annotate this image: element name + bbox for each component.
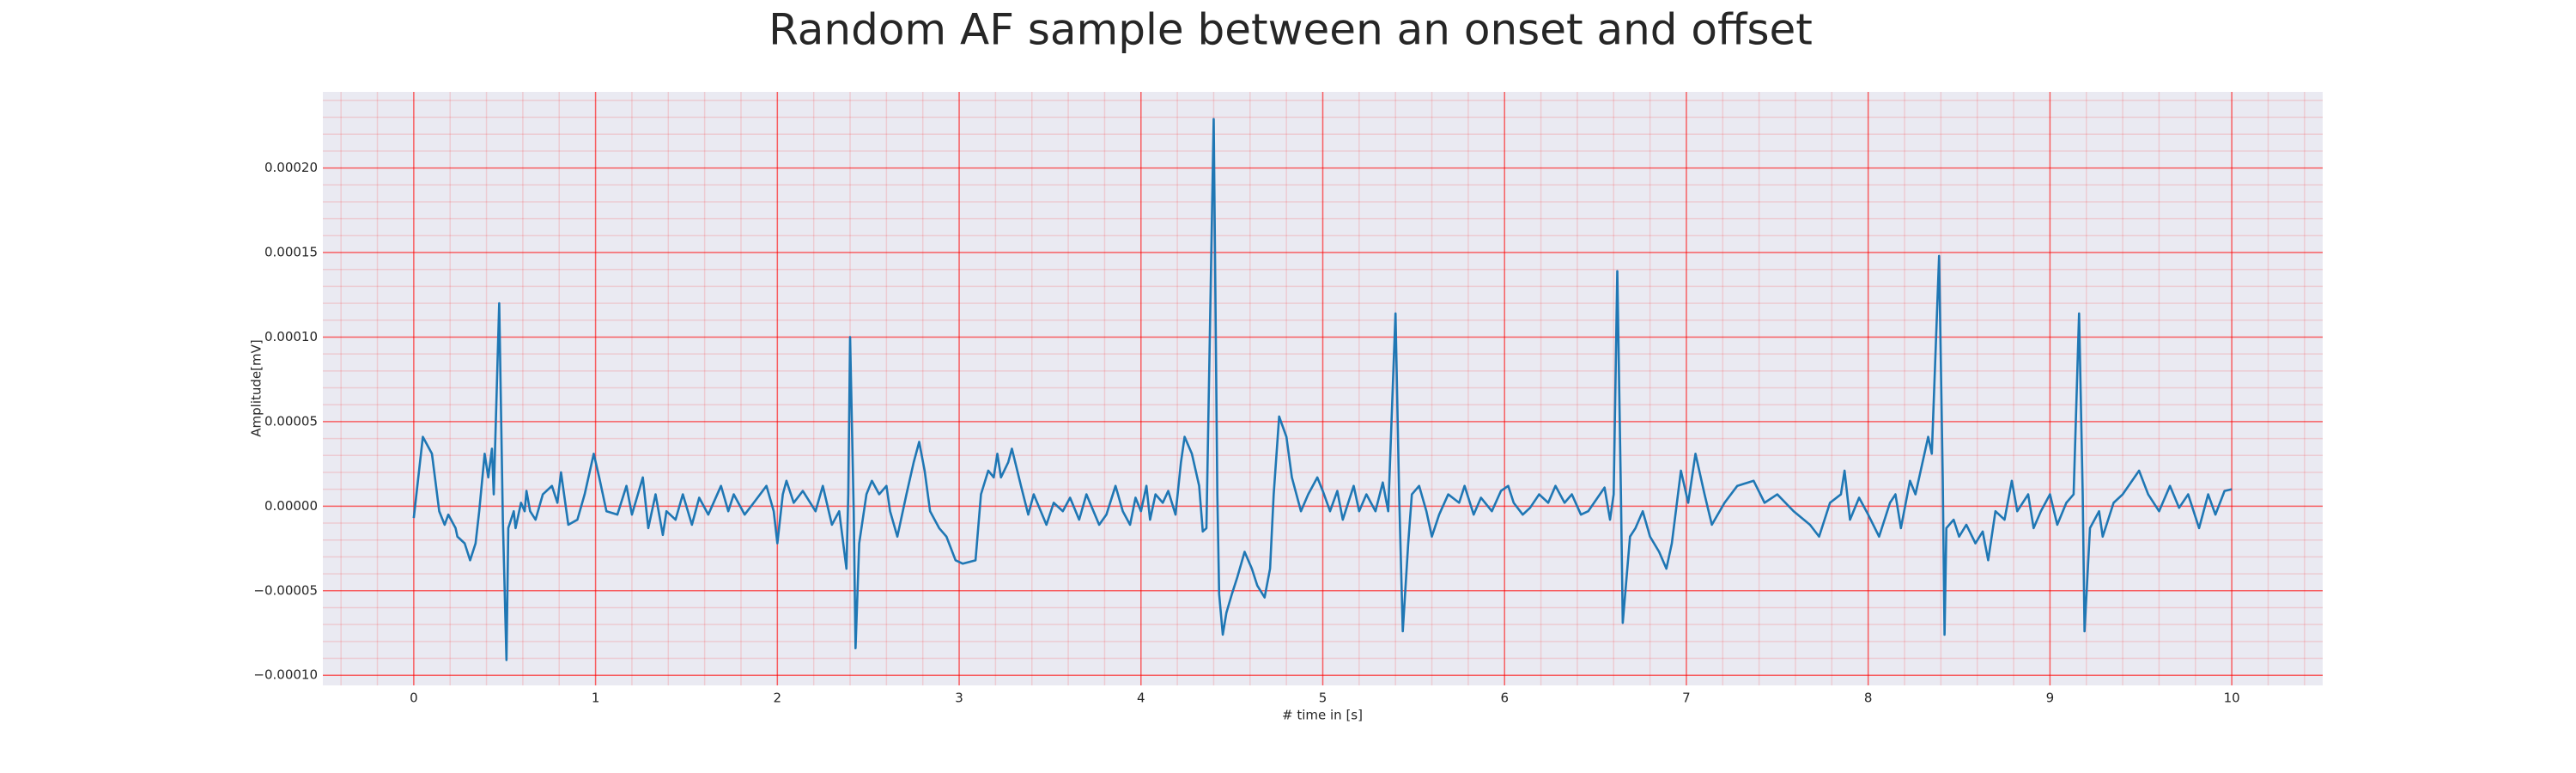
x-tick-label: 4	[1137, 691, 1145, 706]
y-axis-label: Amplitude[mV]	[249, 339, 264, 436]
x-tick-label: 8	[1864, 691, 1873, 706]
marks	[412, 118, 2233, 661]
y-tick-label: −0.00010	[253, 667, 318, 683]
x-tick-label: 6	[1500, 691, 1509, 706]
y-tick-label: 0.00000	[264, 498, 318, 514]
signal-line	[412, 118, 2233, 661]
y-tick-label: 0.00020	[264, 160, 318, 175]
y-tick-label: −0.00005	[253, 582, 318, 598]
x-tick-label: 7	[1682, 691, 1691, 706]
labels: 0 1 2 3 4 5 6 7 8 9 10 −0.00010 −0.00005 0.00000 0.000…	[253, 160, 2239, 705]
grid	[323, 92, 2323, 685]
y-tick-label: 0.00010	[264, 329, 318, 344]
x-tick-label: 1	[592, 691, 600, 706]
x-axis-label: # time in [s]	[1282, 708, 1363, 723]
chart-title: Random AF sample between an onset and of…	[769, 5, 1813, 55]
x-tick-label: 5	[1319, 691, 1327, 706]
x-tick-label: 3	[955, 691, 963, 706]
x-tick-label: 10	[2224, 691, 2240, 706]
y-tick-label: 0.00015	[264, 245, 318, 260]
x-tick-label: 2	[774, 691, 782, 706]
x-tick-label: 9	[2046, 691, 2055, 706]
y-tick-label: 0.00005	[264, 413, 318, 429]
x-tick-label: 0	[410, 691, 418, 706]
